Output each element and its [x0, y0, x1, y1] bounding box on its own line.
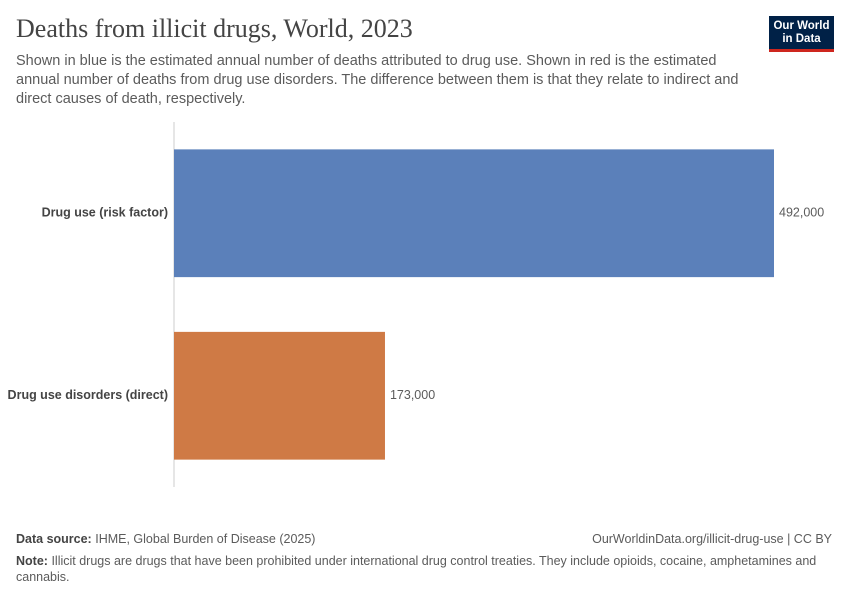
url[interactable]: OurWorldinData.org/illicit-drug-use | CC… [592, 532, 832, 546]
note-text: Illicit drugs are drugs that have been p… [16, 554, 817, 584]
source: Data source: IHME, Global Burden of Dise… [16, 532, 315, 546]
source-text: IHME, Global Burden of Disease (2025) [95, 532, 316, 546]
chart-subtitle: Shown in blue is the estimated annual nu… [16, 53, 739, 107]
value-label: 173,000 [390, 388, 435, 402]
logo[interactable]: Our World in Data [769, 16, 834, 52]
y-tick-label: Drug use disorders (direct) [8, 388, 168, 402]
note-label: Note: [16, 554, 48, 568]
logo-line: Our World [773, 20, 830, 32]
note: Note: Illicit drugs are drugs that have … [16, 553, 826, 585]
source-label: Data source: [16, 532, 92, 546]
y-tick-label: Drug use (risk factor) [42, 206, 168, 220]
logo-line: in Data [782, 33, 821, 45]
value-label: 492,000 [779, 206, 824, 220]
chart-title: Deaths from illicit drugs, World, 2023 [16, 14, 413, 43]
chart: Drug use (risk factor) 492,000 Drug use di… [8, 122, 824, 487]
bar [174, 149, 774, 278]
bar [174, 331, 385, 460]
